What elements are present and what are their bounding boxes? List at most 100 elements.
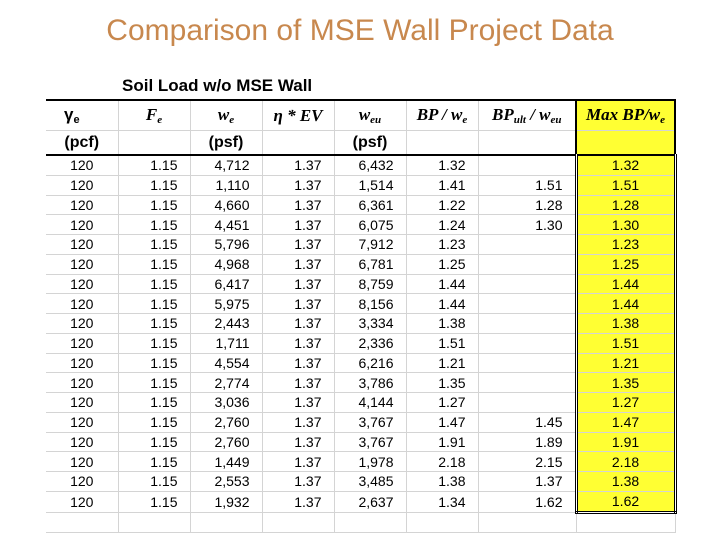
cell-w-eu: 1,514: [334, 175, 407, 196]
cell-f-e: 1.15: [118, 155, 191, 176]
header-bp-we: BP / we: [406, 100, 479, 131]
cell-max-bp: 1.25: [574, 254, 677, 275]
cell-w-e: 1,449: [190, 451, 263, 472]
cell-f-e: 1.15: [118, 412, 191, 433]
cell-w-e: 4,968: [190, 254, 263, 275]
cell-w-eu: 4,144: [334, 392, 407, 413]
cell-w-eu: 8,759: [334, 274, 407, 295]
cell-eta-ev: 1.37: [262, 313, 335, 334]
cell-w-e: 2,443: [190, 313, 263, 334]
cell-max-bp: 1.51: [574, 175, 677, 196]
cell-gamma-e: 120: [46, 451, 119, 472]
unit-f-e: [118, 130, 191, 156]
cell-eta-ev: 1.37: [262, 254, 335, 275]
cell-f-e: 1.15: [118, 234, 191, 255]
cell-gamma-e: 120: [46, 372, 119, 393]
cell-f-e: 1.15: [118, 175, 191, 196]
cell-max-bp: 1.23: [574, 234, 677, 255]
cell-w-eu: 3,767: [334, 412, 407, 433]
cell-gamma-e: 120: [46, 293, 119, 314]
cell-max-bp: 1.32: [574, 155, 677, 176]
cell-max-bp: 1.27: [574, 392, 677, 413]
cell-bp-ult: 1.28: [478, 195, 577, 216]
empty-cell: [478, 512, 577, 533]
cell-max-bp: 1.62: [574, 491, 677, 514]
cell-w-e: 1,711: [190, 333, 263, 354]
cell-bp-ult: 1.37: [478, 471, 577, 492]
empty-cell: [46, 512, 119, 533]
cell-w-eu: 3,485: [334, 471, 407, 492]
cell-bp-ult: [478, 254, 577, 275]
cell-w-e: 2,760: [190, 432, 263, 453]
cell-f-e: 1.15: [118, 214, 191, 235]
cell-w-e: 2,553: [190, 471, 263, 492]
cell-bp-we: 1.32: [406, 155, 479, 176]
table-row: 120 1.15 4,451 1.37 6,075 1.24 1.30 1.30: [46, 214, 677, 235]
cell-f-e: 1.15: [118, 372, 191, 393]
empty-cell: [118, 512, 191, 533]
cell-eta-ev: 1.37: [262, 491, 335, 513]
cell-gamma-e: 120: [46, 333, 119, 354]
table-row: 120 1.15 5,796 1.37 7,912 1.23 1.23: [46, 234, 677, 255]
cell-w-e: 2,774: [190, 372, 263, 393]
cell-gamma-e: 120: [46, 471, 119, 492]
cell-eta-ev: 1.37: [262, 372, 335, 393]
cell-eta-ev: 1.37: [262, 451, 335, 472]
cell-bp-we: 1.44: [406, 293, 479, 314]
cell-eta-ev: 1.37: [262, 392, 335, 413]
cell-bp-ult: 1.30: [478, 214, 577, 235]
cell-bp-we: 1.91: [406, 432, 479, 453]
cell-eta-ev: 1.37: [262, 353, 335, 374]
table-row: 120 1.15 2,443 1.37 3,334 1.38 1.38: [46, 313, 677, 334]
cell-w-e: 4,554: [190, 353, 263, 374]
header-gamma-e: γe: [46, 100, 119, 131]
cell-eta-ev: 1.37: [262, 293, 335, 314]
unit-max-bp: [574, 130, 677, 156]
cell-bp-we: 1.22: [406, 195, 479, 216]
cell-w-eu: 8,156: [334, 293, 407, 314]
table-row: 120 1.15 1,932 1.37 2,637 1.34 1.62 1.62: [46, 491, 677, 514]
header-bp-ult: BPult / weu: [478, 100, 577, 131]
cell-eta-ev: 1.37: [262, 195, 335, 216]
cell-gamma-e: 120: [46, 254, 119, 275]
table-row: 120 1.15 4,660 1.37 6,361 1.22 1.28 1.28: [46, 195, 677, 216]
cell-f-e: 1.15: [118, 432, 191, 453]
header-f-e: Fe: [118, 100, 191, 131]
cell-bp-ult: 1.45: [478, 412, 577, 433]
cell-f-e: 1.15: [118, 274, 191, 295]
table-row: 120 1.15 1,711 1.37 2,336 1.51 1.51: [46, 333, 677, 354]
header-row-symbols: γe Fe we η * EV weu BP / we BPult / weu …: [46, 99, 677, 131]
cell-w-e: 3,036: [190, 392, 263, 413]
cell-bp-we: 1.21: [406, 353, 479, 374]
page-title: Comparison of MSE Wall Project Data: [106, 14, 614, 47]
cell-f-e: 1.15: [118, 471, 191, 492]
cell-w-e: 5,796: [190, 234, 263, 255]
cell-bp-ult: [478, 313, 577, 334]
cell-bp-ult: [478, 372, 577, 393]
unit-bp-we: [406, 130, 479, 156]
unit-bp-ult: [478, 130, 577, 156]
cell-w-eu: 6,432: [334, 155, 407, 176]
cell-w-e: 1,110: [190, 175, 263, 196]
table-row: 120 1.15 1,449 1.37 1,978 2.18 2.15 2.18: [46, 451, 677, 472]
unit-w-eu: (psf): [334, 130, 407, 156]
cell-w-eu: 3,767: [334, 432, 407, 453]
cell-bp-we: 1.38: [406, 313, 479, 334]
cell-bp-ult: [478, 155, 577, 176]
cell-w-e: 4,451: [190, 214, 263, 235]
cell-w-e: 2,760: [190, 412, 263, 433]
cell-w-eu: 3,786: [334, 372, 407, 393]
table-row: 120 1.15 6,417 1.37 8,759 1.44 1.44: [46, 274, 677, 295]
cell-f-e: 1.15: [118, 313, 191, 334]
cell-bp-ult: [478, 392, 577, 413]
cell-eta-ev: 1.37: [262, 412, 335, 433]
cell-bp-we: 1.23: [406, 234, 479, 255]
cell-bp-ult: [478, 333, 577, 354]
cell-gamma-e: 120: [46, 392, 119, 413]
cell-max-bp: 1.28: [574, 195, 677, 216]
cell-f-e: 1.15: [118, 254, 191, 275]
cell-f-e: 1.15: [118, 333, 191, 354]
cell-w-eu: 7,912: [334, 234, 407, 255]
cell-w-e: 5,975: [190, 293, 263, 314]
table-row: 120 1.15 4,712 1.37 6,432 1.32 1.32: [46, 155, 677, 176]
